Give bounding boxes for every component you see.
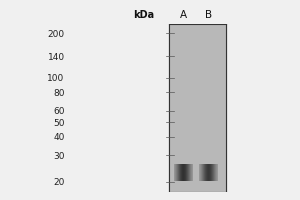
Bar bbox=[169, 24, 226, 192]
Text: A: A bbox=[180, 10, 187, 20]
Text: B: B bbox=[205, 10, 212, 20]
Text: kDa: kDa bbox=[133, 10, 154, 20]
